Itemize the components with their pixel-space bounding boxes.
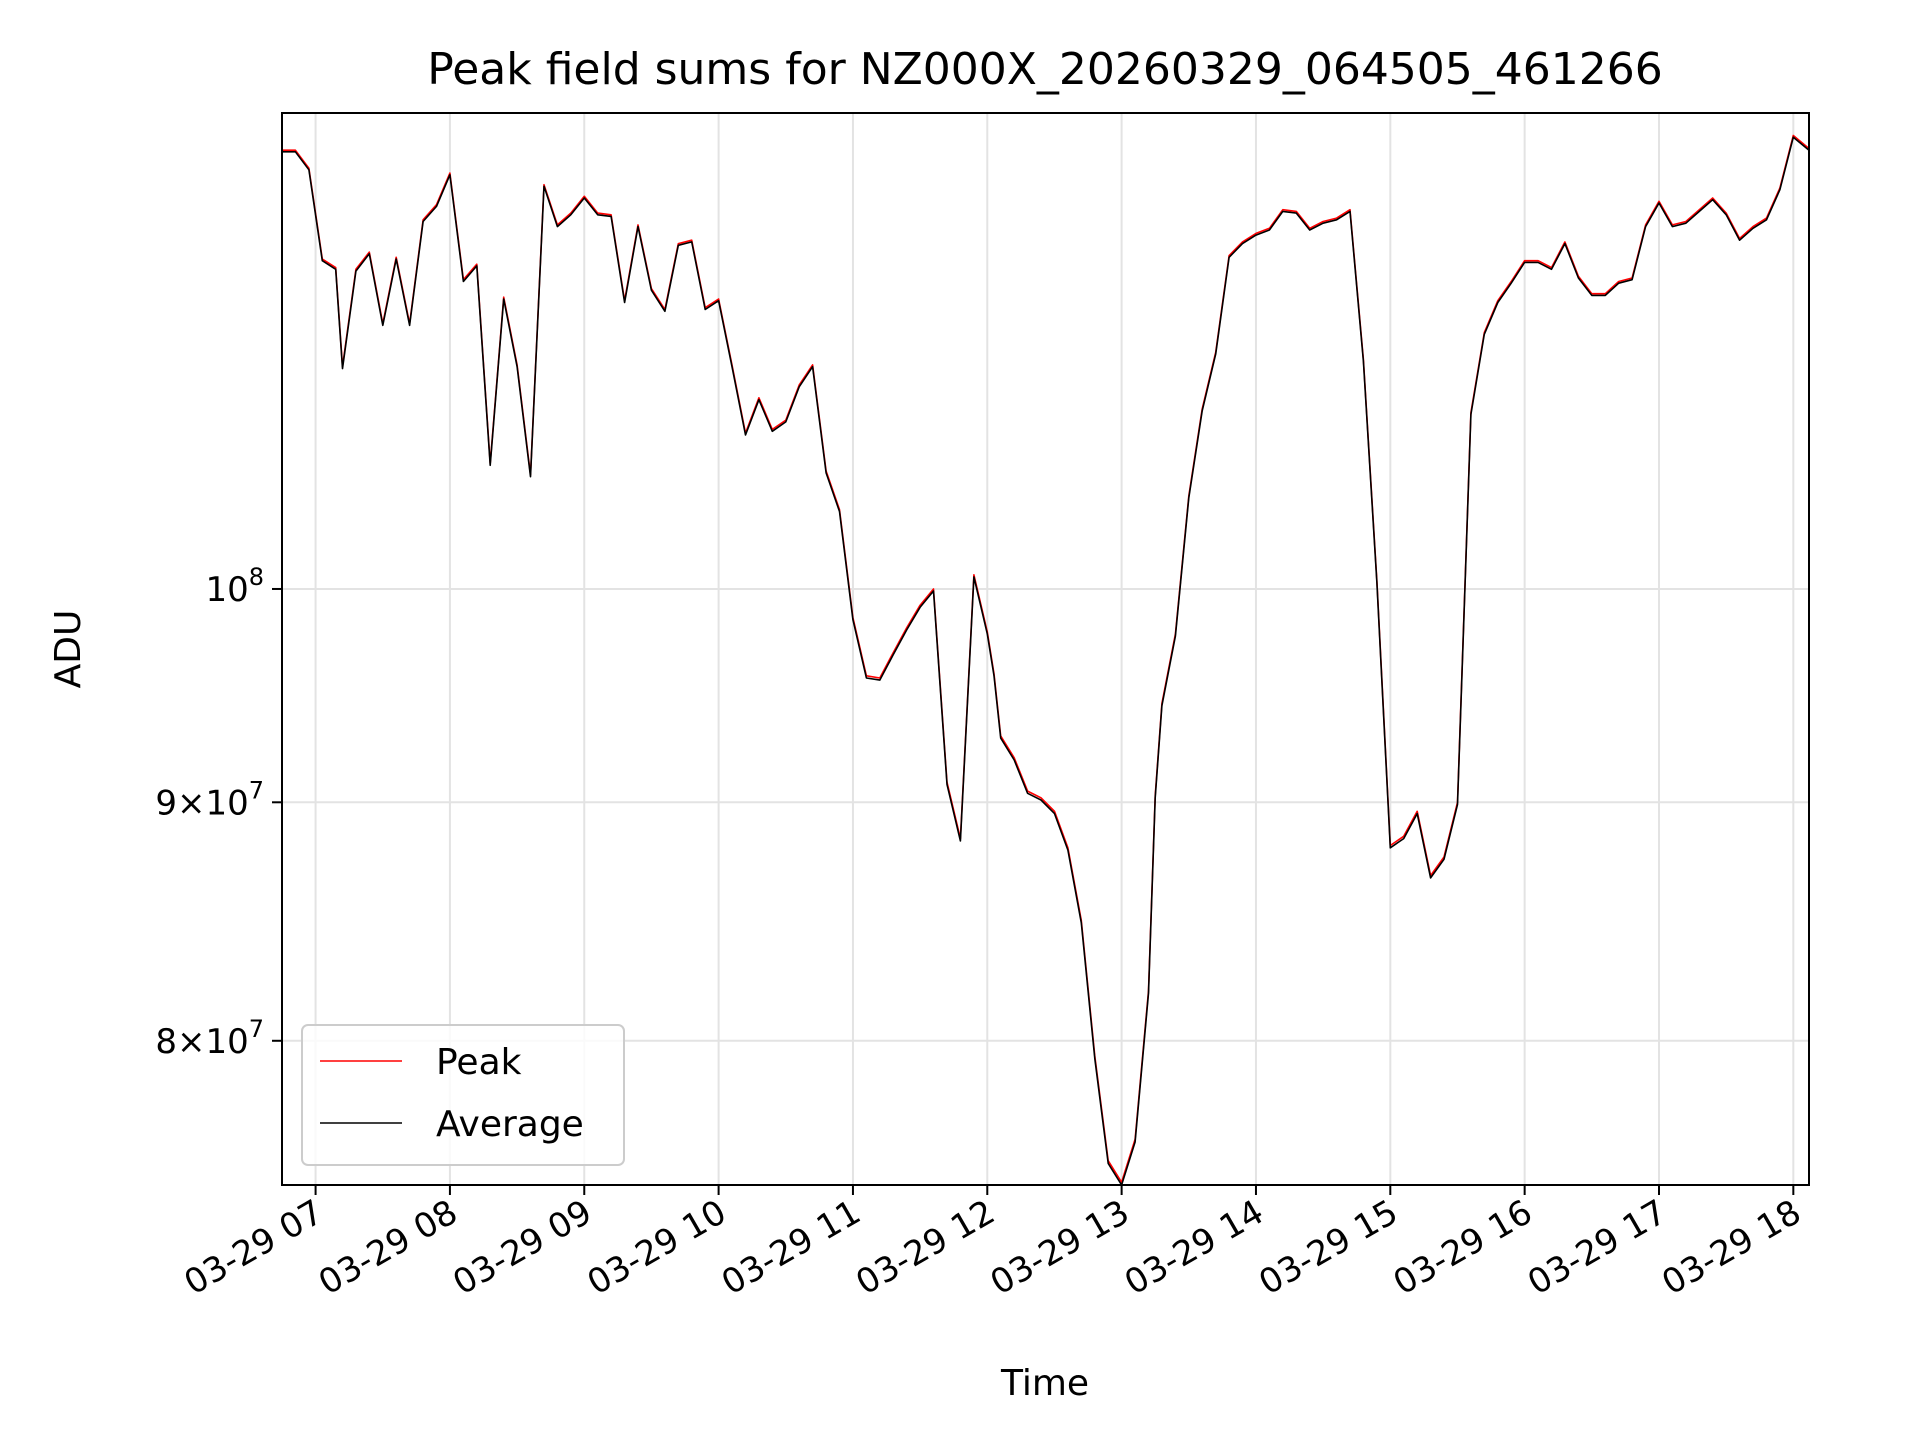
- x-tick-label: 03-29 10: [581, 1192, 733, 1303]
- legend-box: [301, 1024, 625, 1166]
- x-tick-label: 03-29 17: [1521, 1192, 1673, 1303]
- y-tick-label: 108: [205, 563, 264, 610]
- legend-label: Peak: [436, 1042, 522, 1083]
- x-tick-label: 03-29 16: [1387, 1192, 1539, 1303]
- x-tick-label: 03-29 09: [446, 1192, 598, 1303]
- series-lines: [282, 134, 1810, 1186]
- series-line-average: [282, 136, 1810, 1186]
- y-tick-label: 8×107: [155, 1015, 264, 1062]
- x-tick-label: 03-29 11: [715, 1192, 867, 1303]
- y-axis: 8×107 9×107 108: [155, 563, 282, 1062]
- legend-label: Average: [436, 1104, 584, 1145]
- y-axis-label: ADU: [48, 610, 89, 689]
- y-tick-label: 9×107: [155, 776, 264, 823]
- chart-title: Peak field sums for NZ000X_20260329_0645…: [427, 44, 1663, 95]
- y-tick-exponent: 8: [249, 563, 264, 591]
- x-tick-label: 03-29 13: [984, 1192, 1136, 1303]
- y-tick-exponent: 7: [249, 1015, 264, 1043]
- plot-frame: [281, 112, 1810, 1186]
- x-tick-label: 03-29 14: [1118, 1192, 1270, 1303]
- legend: Peak Average: [301, 1024, 625, 1166]
- x-tick-label: 03-29 18: [1655, 1192, 1807, 1303]
- y-tick-exponent: 7: [249, 776, 264, 804]
- x-axis-label: Time: [1000, 1363, 1089, 1404]
- x-tick-label: 03-29 08: [312, 1192, 464, 1303]
- x-tick-label: 03-29 07: [178, 1192, 330, 1303]
- x-tick-label: 03-29 15: [1252, 1192, 1404, 1303]
- x-tick-label: 03-29 12: [849, 1192, 1001, 1303]
